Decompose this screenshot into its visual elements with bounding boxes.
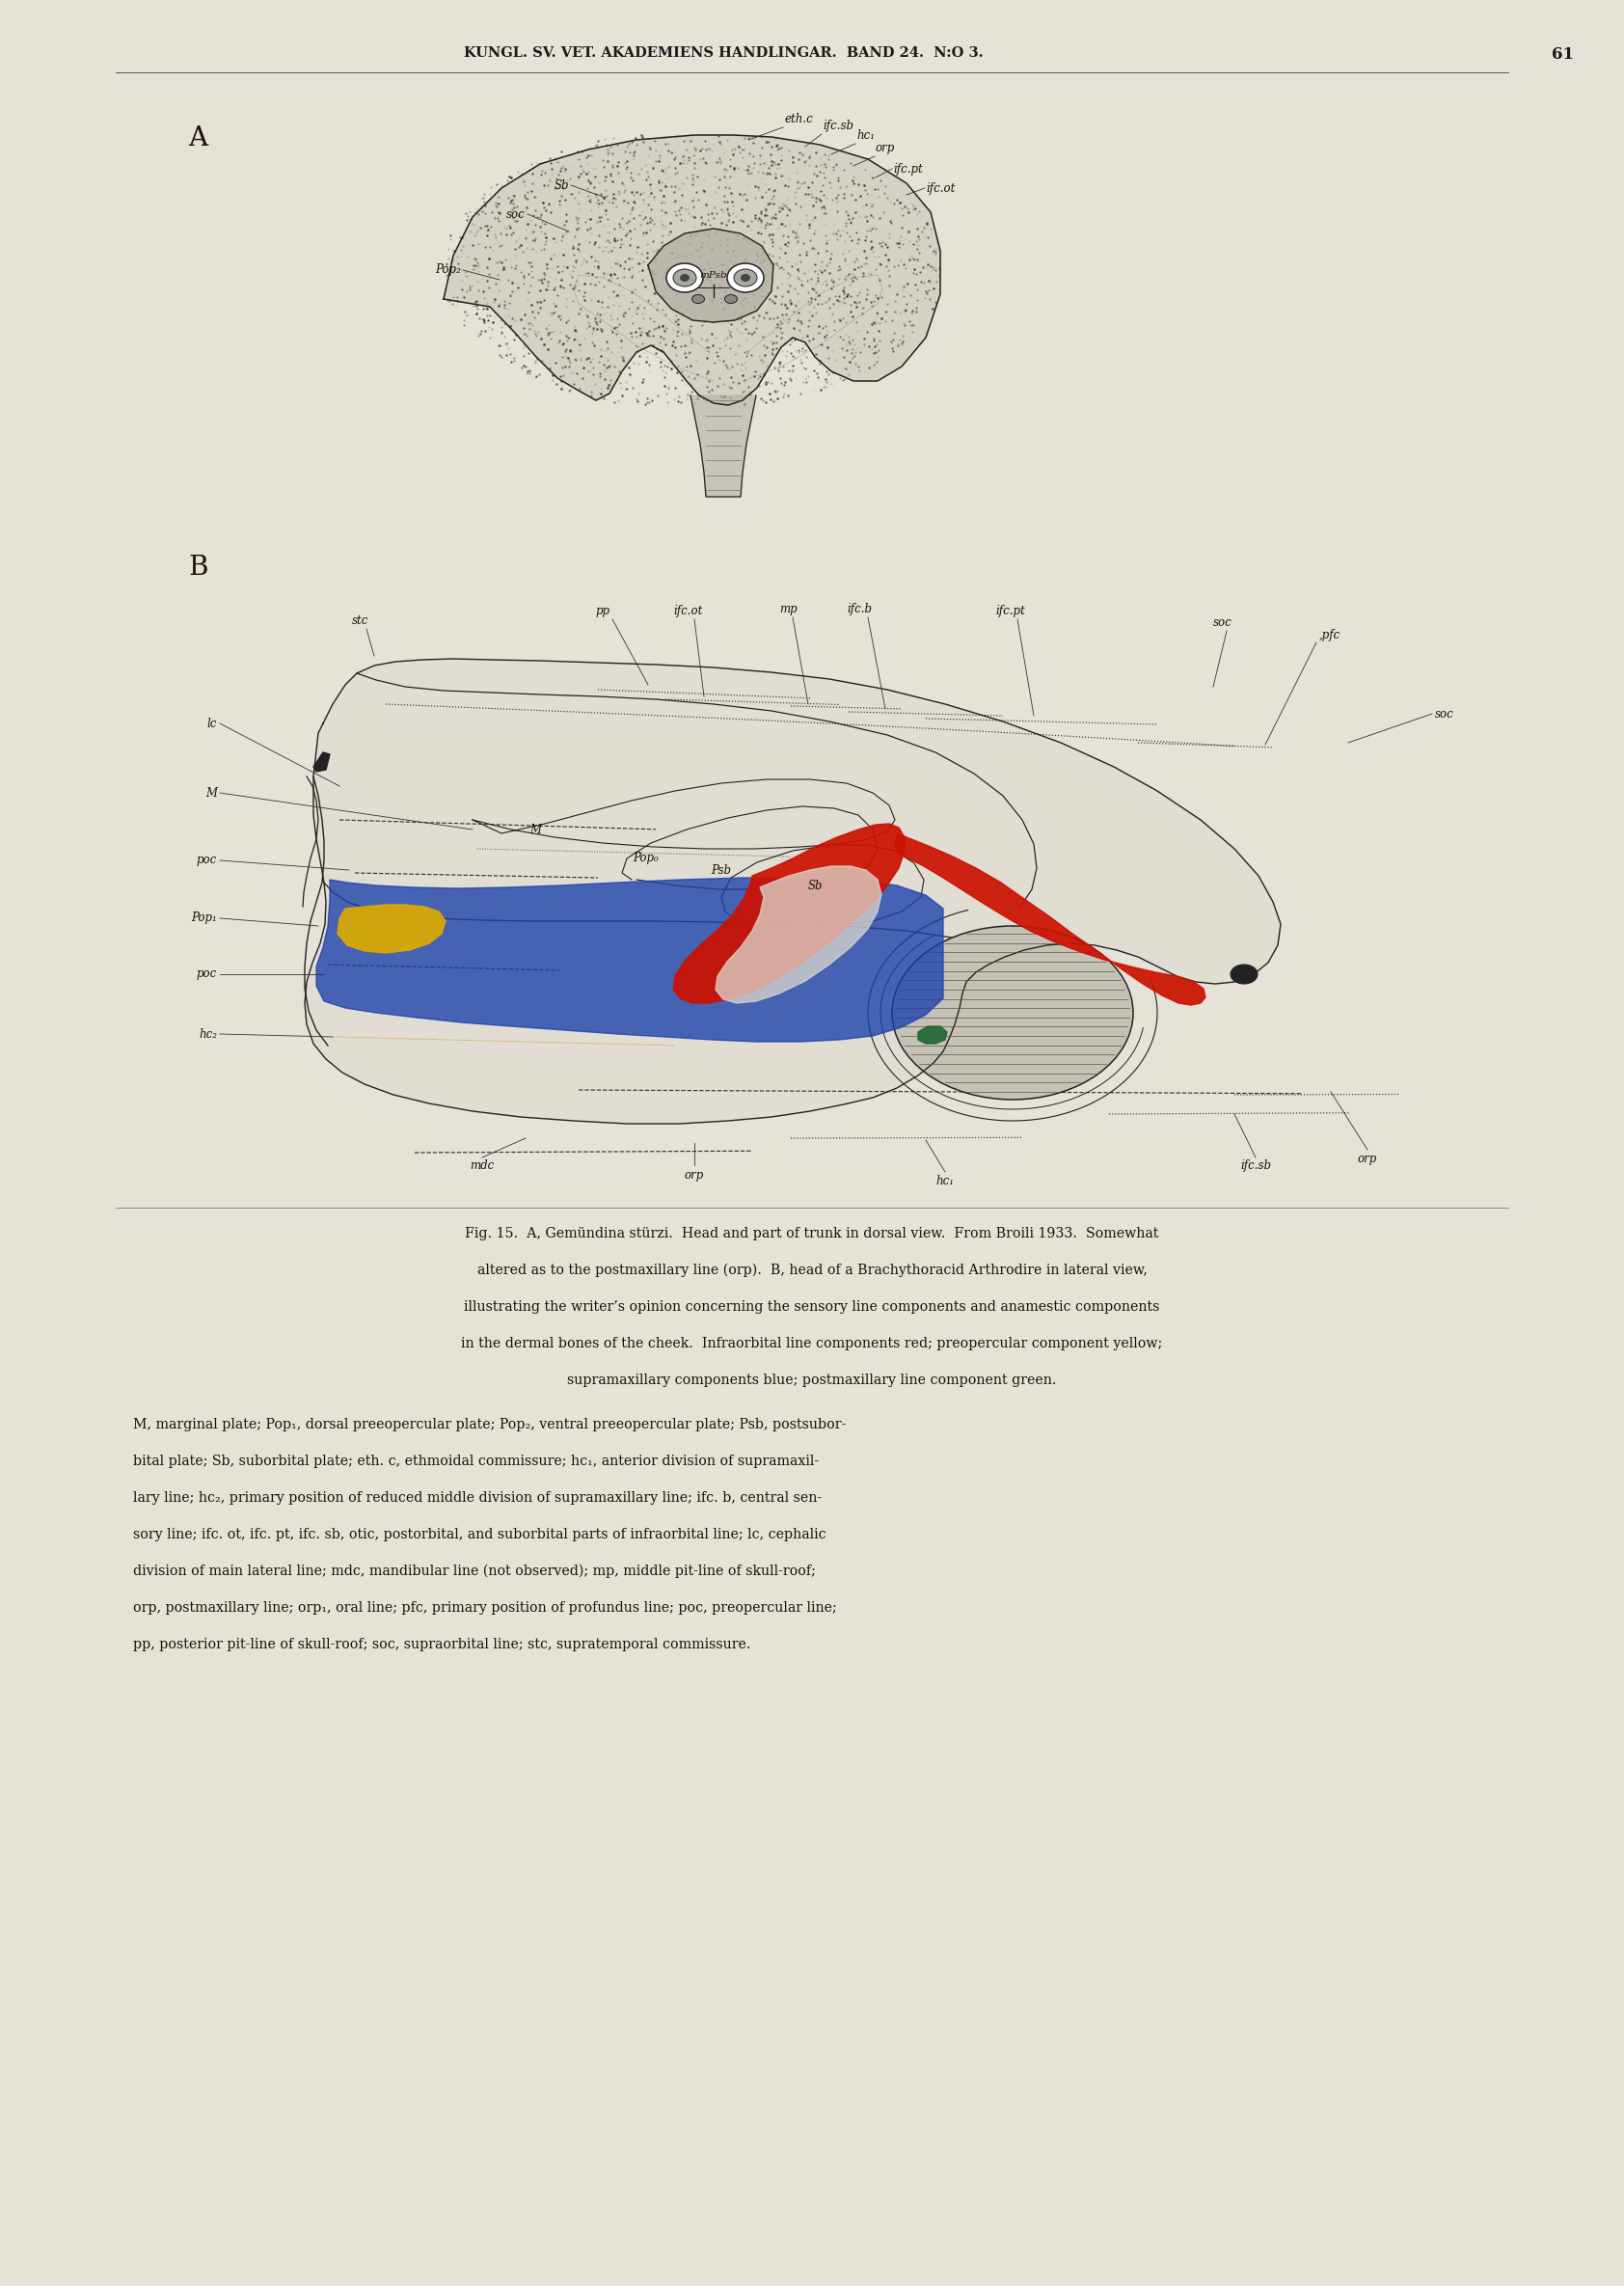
Polygon shape	[313, 752, 330, 773]
Text: lc: lc	[206, 718, 218, 729]
Ellipse shape	[728, 263, 763, 293]
Ellipse shape	[680, 274, 690, 281]
Text: ifc.pt: ifc.pt	[893, 162, 922, 176]
Text: mdc: mdc	[469, 1159, 494, 1173]
Text: lary line; hc₂, primary position of reduced middle division of supramaxillary li: lary line; hc₂, primary position of redu…	[133, 1490, 822, 1504]
Text: Sb: Sb	[554, 178, 568, 192]
Polygon shape	[690, 395, 757, 496]
Text: altered as to the postmaxillary line (orp).  B, head of a Brachythoracid Arthrod: altered as to the postmaxillary line (or…	[477, 1264, 1147, 1278]
Text: orp, postmaxillary line; orp₁, oral line; pfc, primary position of profundus lin: orp, postmaxillary line; orp₁, oral line…	[133, 1600, 836, 1614]
Text: illustrating the writer’s opinion concerning the sensory line components and ana: illustrating the writer’s opinion concer…	[464, 1301, 1160, 1314]
Polygon shape	[648, 229, 773, 322]
Polygon shape	[672, 823, 905, 1004]
Text: orp: orp	[1358, 1152, 1377, 1166]
Polygon shape	[716, 866, 882, 1004]
Ellipse shape	[666, 263, 703, 293]
Ellipse shape	[1231, 965, 1257, 983]
Ellipse shape	[734, 270, 757, 286]
Text: KUNGL. SV. VET. AKADEMIENS HANDLINGAR.  BAND 24.  N:O 3.: KUNGL. SV. VET. AKADEMIENS HANDLINGAR. B…	[463, 46, 983, 59]
Ellipse shape	[672, 270, 697, 286]
Text: A: A	[188, 126, 208, 151]
Text: ifc.b: ifc.b	[846, 604, 872, 615]
Text: soc: soc	[1436, 706, 1453, 720]
Polygon shape	[338, 905, 445, 953]
Text: M: M	[529, 823, 541, 837]
Polygon shape	[305, 658, 1281, 1125]
Text: ,pfc: ,pfc	[1319, 629, 1341, 642]
Ellipse shape	[892, 926, 1134, 1100]
Text: B: B	[188, 555, 208, 581]
Text: bital plate; Sb, suborbital plate; eth. c, ethmoidal commissure; hc₁, anterior d: bital plate; Sb, suborbital plate; eth. …	[133, 1454, 818, 1468]
Text: in the dermal bones of the cheek.  Infraorbital line components red; preopercula: in the dermal bones of the cheek. Infrao…	[461, 1337, 1163, 1351]
Polygon shape	[443, 135, 940, 405]
Text: M: M	[205, 786, 218, 800]
Text: poc: poc	[197, 855, 218, 866]
Text: mp: mp	[780, 604, 797, 615]
Text: hc₁: hc₁	[935, 1175, 955, 1186]
Text: Pop₀: Pop₀	[633, 853, 659, 864]
Text: mPsb: mPsb	[700, 270, 728, 279]
Polygon shape	[895, 834, 1205, 1006]
Text: division of main lateral line; mdc, mandibular line (not observed); mp, middle p: division of main lateral line; mdc, mand…	[133, 1564, 815, 1577]
Text: soc: soc	[1213, 617, 1233, 629]
Text: eth.c: eth.c	[784, 112, 812, 126]
Polygon shape	[918, 1026, 947, 1045]
Ellipse shape	[692, 295, 705, 304]
Text: Psb: Psb	[711, 864, 731, 876]
Text: 61: 61	[1551, 46, 1574, 62]
Text: ifc.ot: ifc.ot	[926, 183, 955, 194]
Text: hc₁: hc₁	[856, 130, 875, 142]
Text: poc: poc	[197, 967, 218, 981]
Text: orp: orp	[875, 142, 895, 155]
Text: Pop₂: Pop₂	[435, 263, 461, 277]
Text: supramaxillary components blue; postmaxillary line component green.: supramaxillary components blue; postmaxi…	[567, 1374, 1057, 1388]
Text: pp: pp	[596, 606, 611, 617]
Text: Fig. 15.  A, Gemündina stürzi.  Head and part of trunk in dorsal view.  From Bro: Fig. 15. A, Gemündina stürzi. Head and p…	[464, 1228, 1160, 1241]
Text: stc: stc	[352, 615, 369, 626]
Text: Sb: Sb	[807, 880, 822, 892]
Text: ifc.ot: ifc.ot	[672, 606, 703, 617]
Ellipse shape	[724, 295, 737, 304]
Text: Pop₁: Pop₁	[192, 912, 218, 924]
Text: M, marginal plate; Pop₁, dorsal preeopercular plate; Pop₂, ventral preeopercular: M, marginal plate; Pop₁, dorsal preeoper…	[133, 1417, 846, 1431]
Text: ifc.pt: ifc.pt	[996, 606, 1025, 617]
Text: soc: soc	[507, 208, 526, 219]
Text: ifc.sb: ifc.sb	[1241, 1159, 1272, 1173]
Polygon shape	[317, 878, 944, 1042]
Text: orp: orp	[685, 1168, 705, 1182]
Text: hc₂: hc₂	[198, 1029, 218, 1040]
Ellipse shape	[741, 274, 750, 281]
Text: ifc.sb: ifc.sb	[823, 119, 854, 133]
Text: sory line; ifc. ot, ifc. pt, ifc. sb, otic, postorbital, and suborbital parts of: sory line; ifc. ot, ifc. pt, ifc. sb, ot…	[133, 1527, 827, 1541]
Text: pp, posterior pit-line of skull-roof; soc, supraorbital line; stc, supratemporal: pp, posterior pit-line of skull-roof; so…	[133, 1637, 750, 1650]
